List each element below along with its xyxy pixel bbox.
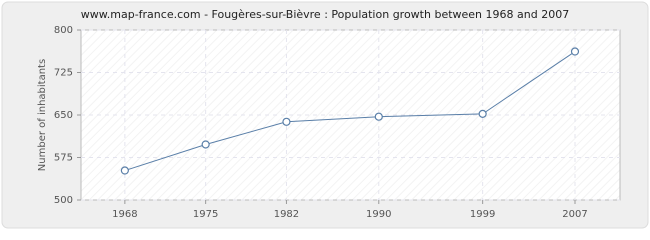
data-point — [478, 109, 487, 118]
x-tick-label: 1990 — [366, 209, 391, 220]
x-tick-label: 1975 — [193, 209, 218, 220]
x-tick-label: 1982 — [274, 209, 299, 220]
y-tick-label: 800 — [54, 25, 73, 36]
y-tick-label: 650 — [54, 110, 73, 121]
page: {"chart_data": {"type": "line", "title":… — [0, 0, 650, 230]
chart: www.map-france.com - Fougères-sur-Bièvre… — [1, 1, 649, 229]
data-point — [120, 166, 129, 175]
y-axis-label: Number of inhabitants — [37, 59, 48, 171]
y-tick-label: 575 — [54, 153, 73, 164]
data-point — [374, 112, 383, 121]
data-point — [570, 47, 580, 56]
chart-title: www.map-france.com - Fougères-sur-Bièvre… — [81, 8, 569, 21]
x-tick-label: 2007 — [562, 209, 587, 220]
y-tick-label: 725 — [54, 68, 73, 79]
x-tick-label: 1999 — [470, 209, 495, 220]
data-point — [201, 140, 210, 149]
x-tick-label: 1968 — [112, 209, 137, 220]
data-point — [282, 117, 291, 126]
y-tick-label: 500 — [54, 195, 73, 206]
series-line — [124, 51, 576, 172]
